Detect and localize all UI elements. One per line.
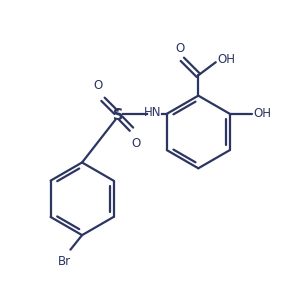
- Text: O: O: [175, 42, 185, 55]
- Text: S: S: [113, 108, 124, 123]
- Text: HN: HN: [144, 106, 161, 120]
- Text: Br: Br: [58, 255, 71, 268]
- Text: O: O: [93, 79, 103, 92]
- Text: OH: OH: [253, 107, 271, 120]
- Text: O: O: [131, 137, 140, 150]
- Text: OH: OH: [217, 53, 235, 66]
